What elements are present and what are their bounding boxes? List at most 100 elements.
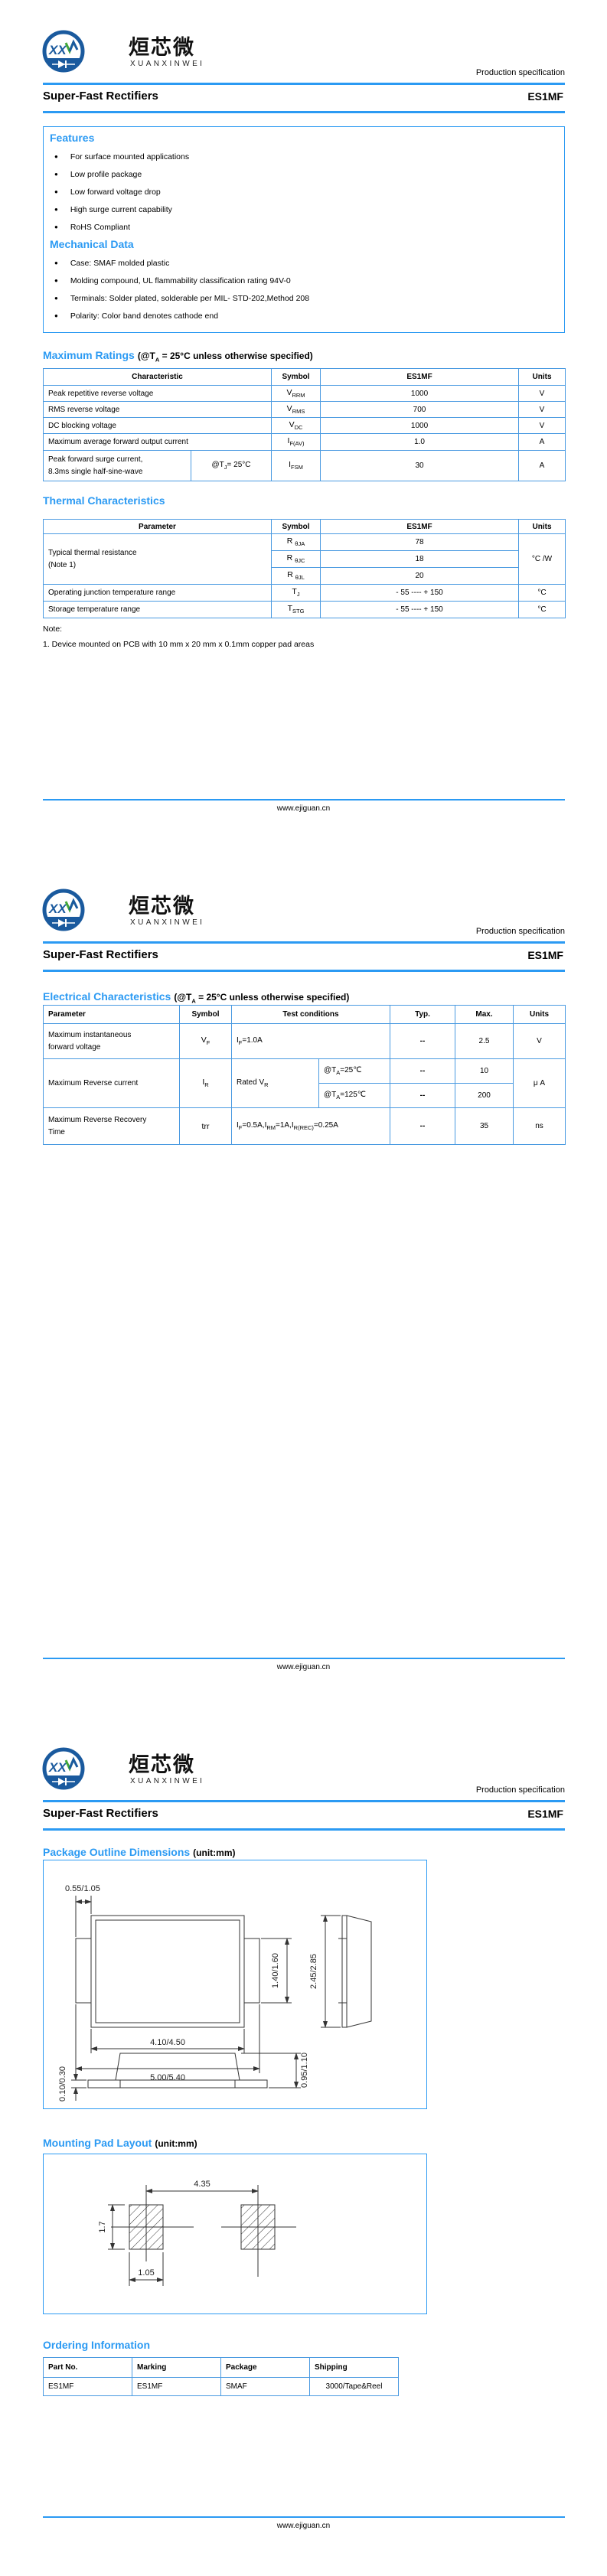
- table-row-ir2: @TA=125℃ -- 200: [44, 1083, 566, 1108]
- note-text: 1. Device mounted on PCB with 10 mm x 20…: [43, 640, 315, 649]
- col-units: Units: [518, 519, 566, 534]
- product-family-title: Super-Fast Rectifiers: [43, 90, 158, 103]
- table-row-vf: Maximum instantaneous forward voltage VF …: [43, 1023, 566, 1059]
- dim-height: 0.95/1.10: [300, 2053, 309, 2088]
- part-number: ES1MF: [527, 90, 563, 103]
- bullet-icon: ●: [54, 223, 58, 230]
- logo-chinese-name: 烜芯微: [129, 1753, 195, 1777]
- mechanical-item: ● Terminals: Solder plated, solderable pe…: [54, 294, 310, 303]
- mechanical-title: Mechanical Data: [50, 238, 134, 250]
- table-row-ir: Maximum Reverse current IR Rated VR @TA=…: [43, 1058, 566, 1108]
- doc-type-label: Production specification: [475, 1785, 565, 1795]
- ordering-heading: Ordering Information: [43, 2339, 150, 2351]
- table-row-surge: Peak forward surge current, 8.3ms single …: [43, 450, 566, 481]
- col-symbol: Symbol: [271, 519, 321, 534]
- table-header-row: Part No. Marking Package Shipping: [43, 2357, 399, 2378]
- col-es1mf: ES1MF: [320, 368, 520, 386]
- dim-total-width: 5.00/5.40: [150, 2073, 185, 2082]
- feature-item: ● Low profile package: [54, 170, 142, 179]
- company-logo: XX 烜芯微 XUANXINWEI: [41, 888, 217, 935]
- part-number: ES1MF: [527, 949, 563, 961]
- logo-chinese-name: 烜芯微: [129, 895, 195, 918]
- table-row-trr: Maximum Reverse Recovery Time trr IF=0.5A…: [43, 1107, 566, 1145]
- package-outline-drawing: 0.55/1.05 1.40/1.60 4.10/4.50 5.00/5.40 …: [58, 1884, 426, 2102]
- max-ratings-table: Characteristic Symbol ES1MF Units Peak r…: [42, 368, 566, 481]
- logo-mark-icon: XX: [42, 1747, 85, 1790]
- logo-mark-icon: XX: [42, 30, 85, 73]
- mechanical-item: ● Polarity: Color band denotes cathode en…: [54, 311, 219, 321]
- mounting-pad-box: 4.35 1.7 1.05: [43, 2154, 427, 2314]
- footer-rule: [43, 799, 565, 801]
- footer-rule: [43, 1658, 565, 1659]
- header-rule-top: [43, 1800, 565, 1802]
- table-row: Maximum average forward output current I…: [42, 433, 566, 451]
- col-es1mf: ES1MF: [320, 519, 519, 534]
- features-title: Features: [50, 132, 95, 144]
- col-typ: Typ.: [390, 1005, 455, 1024]
- bullet-icon: ●: [54, 295, 58, 302]
- col-max: Max.: [455, 1005, 514, 1024]
- col-parameter: Parameter: [43, 519, 272, 534]
- electrical-heading: Electrical Characteristics (@TA = 25°C un…: [43, 990, 350, 1005]
- dim-lead-width: 0.55/1.05: [65, 1884, 100, 1893]
- footer-rule: [43, 2516, 565, 2518]
- table-header-row: Characteristic Symbol ES1MF Units: [42, 368, 566, 386]
- bullet-icon: ●: [54, 277, 58, 284]
- logo-english-name: XUANXINWEI: [130, 918, 205, 927]
- dim-pad-width: 1.05: [138, 2268, 154, 2278]
- feature-item: ● High surge current capability: [54, 205, 172, 214]
- feature-item: ● RoHS Compliant: [54, 223, 131, 232]
- max-ratings-heading: Maximum Ratings (@TA = 25°C unless otherw…: [43, 349, 313, 364]
- col-symbol: Symbol: [179, 1005, 232, 1024]
- page-3: XX 烜芯微 XUANXINWEI Production specificati…: [0, 1717, 607, 2576]
- part-number: ES1MF: [527, 1808, 563, 1820]
- col-package: Package: [220, 2357, 310, 2378]
- feature-item: ● For surface mounted applications: [54, 152, 190, 161]
- doc-type-label: Production specification: [475, 927, 565, 936]
- bullet-icon: ●: [54, 153, 58, 160]
- svg-text:XX: XX: [48, 902, 67, 916]
- col-shipping: Shipping: [309, 2357, 399, 2378]
- product-family-title: Super-Fast Rectifiers: [43, 1807, 158, 1820]
- dim-pad-height: 1.7: [98, 2221, 107, 2232]
- table-row: Operating junction temperature range TJ …: [43, 584, 566, 602]
- company-logo: XX 烜芯微 XUANXINWEI: [41, 29, 217, 77]
- col-characteristic: Characteristic: [42, 368, 272, 386]
- col-test-conditions: Test conditions: [231, 1005, 390, 1024]
- bullet-icon: ●: [54, 171, 58, 178]
- bullet-icon: ●: [54, 312, 58, 319]
- outline-heading: Package Outline Dimensions (unit:mm): [43, 1846, 236, 1858]
- col-units: Units: [518, 368, 566, 386]
- table-header-row: Parameter Symbol ES1MF Units: [43, 519, 566, 534]
- feature-item: ● Low forward voltage drop: [54, 187, 161, 197]
- header-rule-bottom: [43, 970, 565, 972]
- thermal-heading: Thermal Characteristics: [43, 494, 165, 507]
- page-2: XX 烜芯微 XUANXINWEI Production specificati…: [0, 859, 607, 1717]
- note-label: Note:: [43, 624, 63, 634]
- table-row: R θJC 18: [44, 550, 566, 568]
- bullet-icon: ●: [54, 259, 58, 266]
- logo-chinese-name: 烜芯微: [129, 36, 195, 60]
- logo-english-name: XUANXINWEI: [130, 60, 205, 68]
- table-row: Peak repetitive reverse voltage VRRM 100…: [42, 385, 566, 402]
- table-row: Storage temperature range TSTG - 55 ----…: [43, 601, 566, 618]
- ordering-table: Part No. Marking Package Shipping ES1MF …: [43, 2357, 399, 2396]
- company-logo: XX 烜芯微 XUANXINWEI: [41, 1746, 217, 1794]
- product-family-title: Super-Fast Rectifiers: [43, 948, 158, 961]
- table-row: ES1MF ES1MF SMAF 3000/Tape&Reel: [43, 2377, 399, 2396]
- bullet-icon: ●: [54, 206, 58, 213]
- table-row: Typical thermal resistance (Note 1) R θJA…: [43, 533, 566, 585]
- doc-type-label: Production specification: [475, 68, 565, 77]
- mounting-pad-drawing: 4.35 1.7 1.05: [98, 2180, 426, 2314]
- header-rule-bottom: [43, 1828, 565, 1831]
- bullet-icon: ●: [54, 188, 58, 195]
- logo-mark-icon: XX: [42, 889, 85, 931]
- header-rule-bottom: [43, 111, 565, 113]
- col-symbol: Symbol: [271, 368, 321, 386]
- svg-text:XX: XX: [48, 43, 67, 57]
- mechanical-item: ● Molding compound, UL flammability class…: [54, 276, 291, 285]
- dim-standoff: 0.10/0.30: [58, 2066, 67, 2102]
- footer-url: www.ejiguan.cn: [276, 1663, 331, 1671]
- page-1: XX 烜芯微 XUANXINWEI Production specificati…: [0, 0, 607, 859]
